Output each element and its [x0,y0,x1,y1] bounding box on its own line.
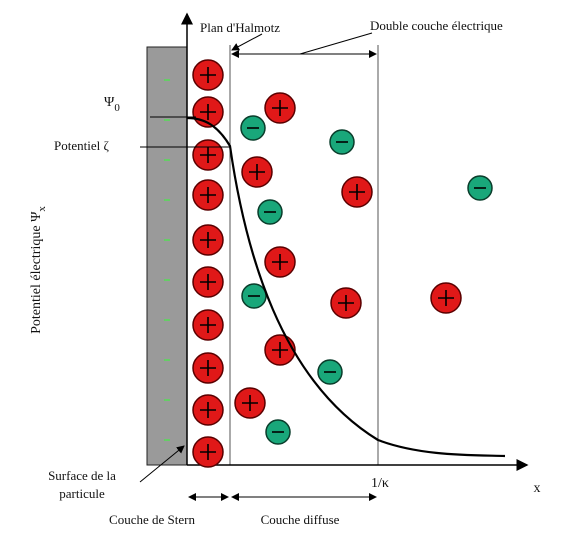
plus-sign [200,67,216,83]
surface-label-2: particule [59,486,105,501]
ions [192,59,493,468]
plus-sign [272,100,288,116]
plus-sign [338,295,354,311]
surface-arrow [139,445,185,483]
psi0-symbol: Ψ [104,95,115,110]
plus-sign [272,342,288,358]
plus-sign [242,395,258,411]
plus-sign [200,147,216,163]
potential-curve [186,116,506,458]
surface-label-1: Surface de la [48,468,116,483]
double-layer-label: Double couche électrique [370,18,503,33]
plus-sign [438,290,454,306]
y-axis-label: Potentiel électrique Ψx [29,206,48,334]
psi0-subscript: 0 [114,102,120,114]
zeta-label: Potentiel ζ [54,138,109,153]
plus-sign [200,232,216,248]
plus-sign [200,317,216,333]
plus-sign [200,187,216,203]
y-axis-text: Potentiel électrique Ψ [29,211,44,334]
plus-sign [272,254,288,270]
diffuse-label: Couche diffuse [261,512,340,527]
particle-surface [146,46,188,466]
plus-sign [200,444,216,460]
plus-sign [249,164,265,180]
plan-arrow [231,33,263,51]
plan-label: Plan d'Halmotz [200,20,280,35]
surface-charges [164,79,170,441]
x-axis-label: x [534,481,541,496]
kappa-label: 1/κ [371,476,389,491]
y-axis-subscript: x [36,206,48,212]
plus-sign [200,402,216,418]
psi0-label: Ψ0 [104,95,120,114]
plus-sign [349,184,365,200]
double-layer-leader [299,32,373,55]
plus-sign [200,360,216,376]
plus-sign [200,274,216,290]
plus-sign [200,104,216,120]
stern-label: Couche de Stern [109,512,195,527]
